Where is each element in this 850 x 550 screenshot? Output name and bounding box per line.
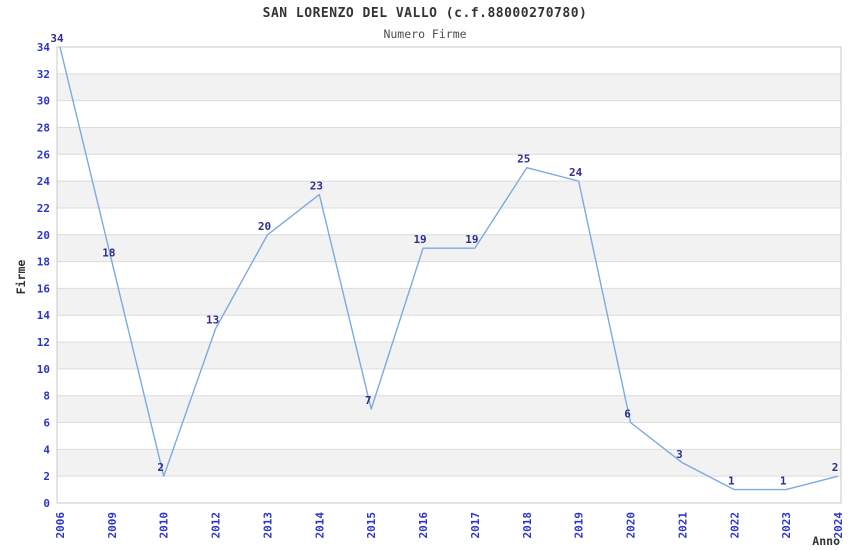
x-tick-label: 2024 [832, 512, 845, 539]
point-value-label: 18 [102, 247, 115, 260]
x-tick-label: 2006 [54, 512, 67, 539]
y-tick-label: 22 [37, 202, 50, 215]
x-tick-label: 2020 [625, 512, 638, 539]
point-value-label: 25 [517, 153, 530, 166]
y-tick-label: 10 [37, 363, 50, 376]
plot-stripe [57, 127, 841, 155]
plot-stripe [57, 395, 841, 423]
y-tick-label: 0 [43, 497, 50, 510]
y-tick-label: 6 [43, 417, 50, 430]
plot-stripe [57, 288, 841, 316]
point-value-label: 34 [50, 32, 64, 45]
point-value-label: 13 [206, 314, 219, 327]
y-tick-label: 16 [37, 282, 51, 295]
y-tick-label: 4 [43, 443, 50, 456]
x-tick-label: 2013 [261, 512, 274, 539]
point-value-label: 24 [569, 166, 583, 179]
y-tick-label: 12 [37, 336, 50, 349]
x-tick-label: 2016 [417, 512, 430, 539]
plot-stripe [57, 342, 841, 369]
x-tick-label: 2017 [469, 512, 482, 539]
point-value-label: 20 [258, 220, 271, 233]
y-tick-label: 28 [37, 121, 50, 134]
x-tick-label: 2010 [158, 512, 171, 539]
point-value-label: 3 [676, 448, 683, 461]
point-value-label: 7 [365, 394, 372, 407]
plot-stripe [57, 449, 841, 477]
firme-line [59, 46, 839, 491]
y-tick-label: 2 [43, 470, 50, 483]
y-tick-label: 20 [37, 229, 50, 242]
y-tick-label: 18 [37, 256, 50, 269]
x-tick-label: 2018 [521, 512, 534, 539]
chart-title: SAN LORENZO DEL VALLO (c.f.88000270780) [262, 6, 588, 21]
plot-border [56, 46, 842, 504]
y-tick-label: 30 [37, 95, 50, 108]
x-tick-label: 2023 [780, 512, 793, 539]
point-value-label: 1 [780, 475, 787, 488]
x-tick-label: 2015 [365, 512, 378, 539]
plot-stripe [57, 181, 841, 208]
x-tick-label: 2014 [313, 512, 326, 539]
point-value-label: 1 [728, 475, 735, 488]
y-tick-label: 24 [37, 175, 51, 188]
y-tick-label: 32 [37, 68, 50, 81]
plot-stripe [57, 73, 841, 101]
y-tick-label: 34 [37, 41, 51, 54]
x-tick-label: 2021 [676, 512, 689, 539]
x-tick-label: 2019 [573, 512, 586, 539]
y-axis-title: Firme [14, 260, 28, 295]
y-tick-label: 8 [43, 390, 50, 403]
x-tick-label: 2022 [728, 512, 741, 539]
chart-subtitle: Numero Firme [383, 27, 467, 41]
point-value-label: 19 [465, 233, 478, 246]
x-tick-label: 2012 [210, 512, 223, 539]
point-value-label: 19 [413, 233, 426, 246]
point-value-label: 2 [832, 461, 839, 474]
x-tick-label: 2009 [106, 512, 119, 539]
x-axis-title: Anno [812, 534, 840, 548]
y-tick-label: 26 [37, 148, 51, 161]
point-value-label: 6 [624, 408, 631, 421]
point-value-label: 2 [157, 461, 164, 474]
point-value-label: 23 [310, 180, 323, 193]
y-tick-label: 14 [37, 309, 51, 322]
